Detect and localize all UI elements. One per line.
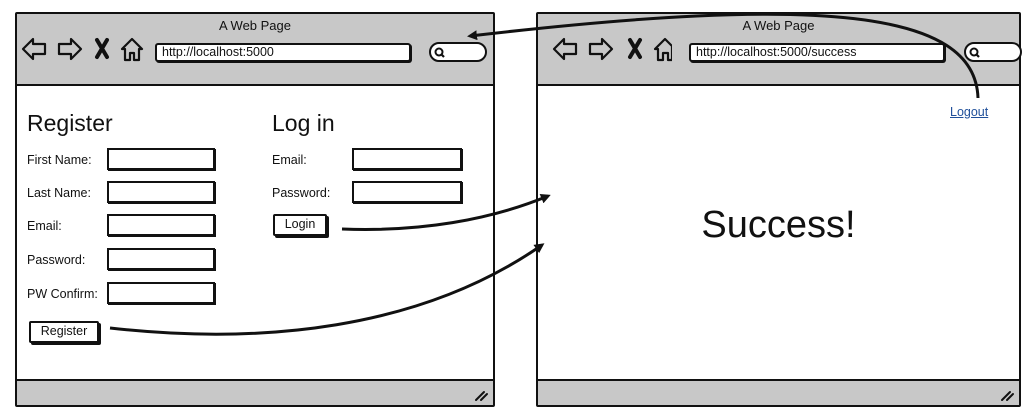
register-heading: Register [27,110,113,136]
register-email-field[interactable] [107,214,215,236]
url-bar[interactable]: http://localhost:5000/success [689,43,945,62]
home-icon[interactable] [653,37,672,62]
browser-window-home: A Web Page http://localhost:5000 [15,12,495,407]
status-bar [538,379,1019,405]
window-title: A Web Page [742,18,815,33]
url-bar[interactable]: http://localhost:5000 [155,43,411,62]
search-box[interactable] [429,42,487,62]
register-button[interactable]: Register [29,321,99,343]
close-icon[interactable] [95,38,109,59]
browser-titlebar: A Web Page http://localhost:5000 [17,14,493,86]
success-message: Success! [701,204,856,246]
login-email-field[interactable] [352,148,462,170]
browser-window-success: A Web Page http://localhost:5000/success [536,12,1022,407]
close-icon[interactable] [628,38,642,59]
register-password-label: Password: [27,253,86,267]
pw-confirm-label: PW Confirm: [27,287,98,301]
resize-grip-icon[interactable] [473,388,489,402]
login-email-label: Email: [272,153,307,167]
login-password-label: Password: [272,186,331,200]
login-button[interactable]: Login [273,214,327,236]
resize-grip-icon[interactable] [999,388,1015,402]
login-heading: Log in [272,110,335,136]
browser-titlebar: A Web Page http://localhost:5000/success [538,14,1022,86]
last-name-label: Last Name: [27,186,91,200]
home-icon[interactable] [120,37,144,62]
pw-confirm-field[interactable] [107,282,215,304]
first-name-label: First Name: [27,153,92,167]
forward-icon[interactable] [588,37,614,61]
nav-toolbar [542,36,672,64]
register-password-field[interactable] [107,248,215,270]
search-box[interactable] [964,42,1022,62]
back-icon[interactable] [552,37,578,61]
back-icon[interactable] [21,37,47,61]
window-title: A Web Page [218,18,292,33]
logout-link[interactable]: Logout [950,105,989,119]
login-password-field[interactable] [352,181,462,203]
first-name-field[interactable] [107,148,215,170]
search-icon [969,47,980,58]
register-email-label: Email: [27,219,62,233]
search-icon [434,47,445,58]
forward-icon[interactable] [57,37,83,61]
last-name-field[interactable] [107,181,215,203]
status-bar [17,379,493,405]
nav-toolbar [21,36,151,64]
